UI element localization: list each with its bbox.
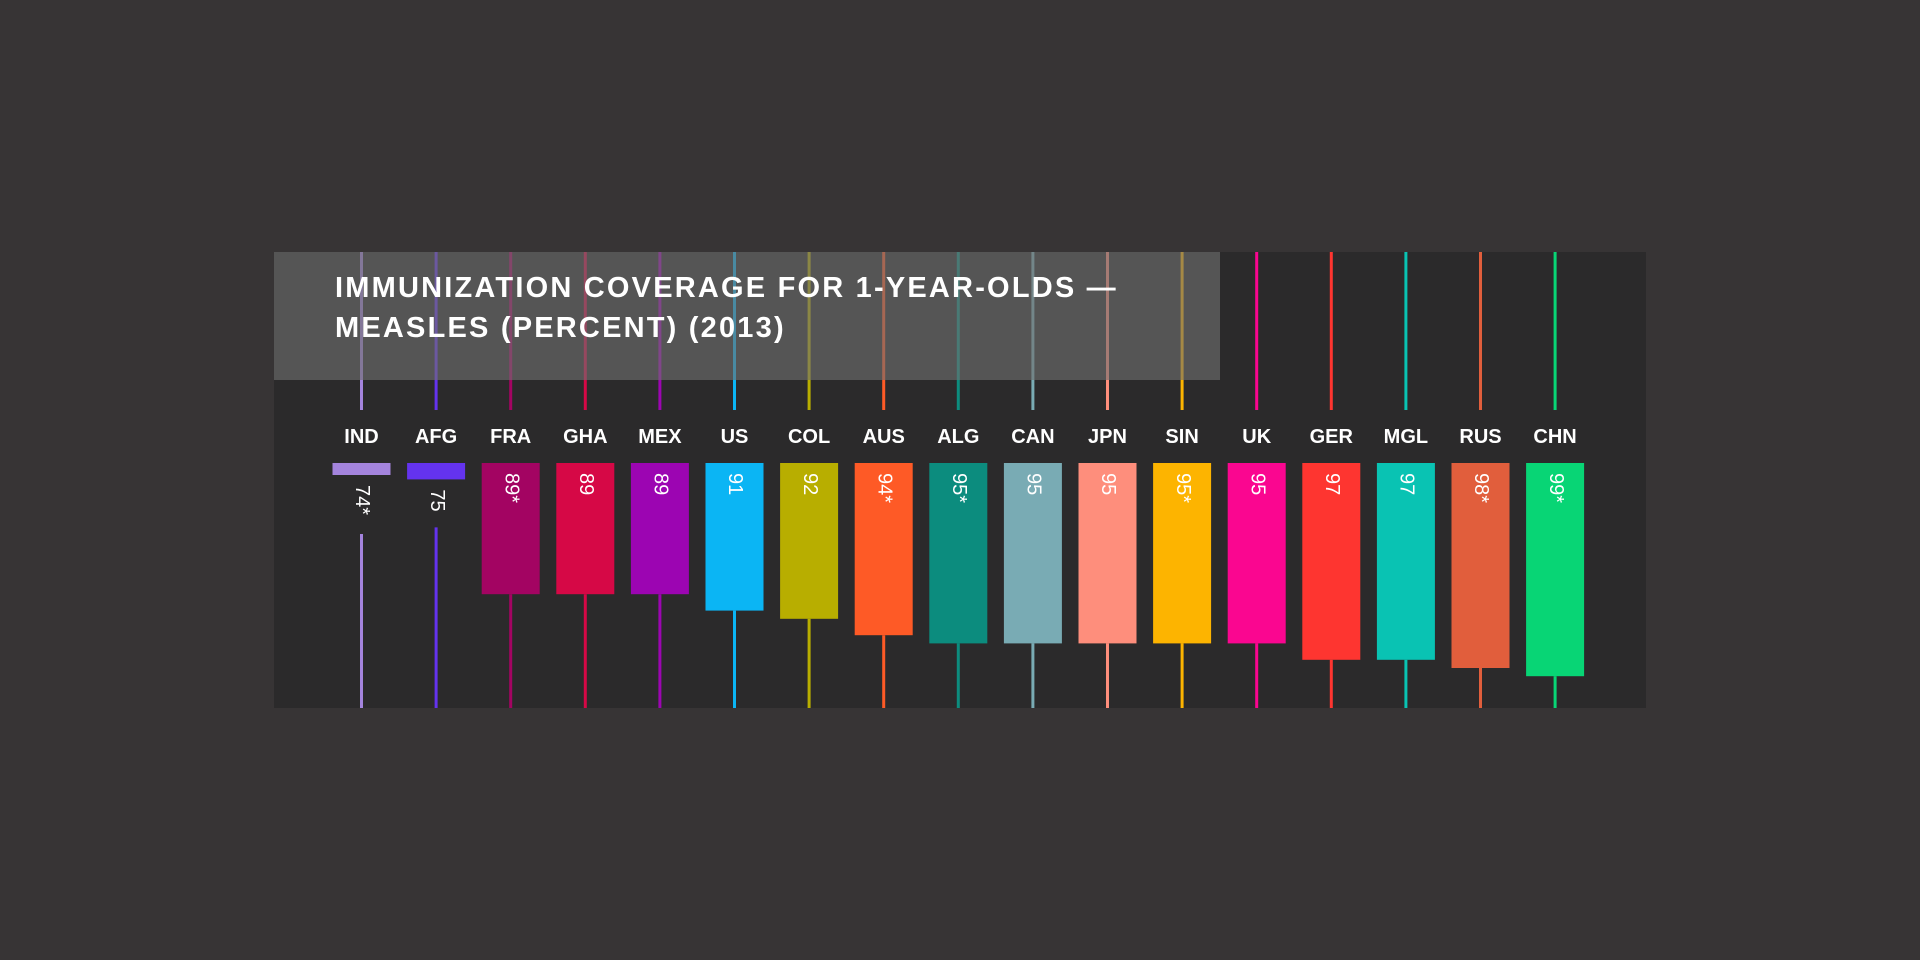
- bar: [1003, 463, 1062, 644]
- value-label: 89: [575, 473, 597, 495]
- bar-group-uk: UK 95: [1227, 252, 1286, 708]
- category-label: US: [721, 426, 749, 448]
- chart-title: IMMUNIZATION COVERAGE FOR 1-YEAR-OLDS — …: [335, 272, 1118, 344]
- bar-group-fra: FRA 89*: [481, 252, 540, 708]
- bar-group-ger: GER 97: [1302, 252, 1361, 708]
- value-label: 89: [650, 473, 672, 495]
- category-label: ALG: [937, 426, 979, 448]
- value-label: 98*: [1470, 473, 1492, 503]
- bar: [556, 463, 615, 595]
- category-label: UK: [1242, 426, 1271, 448]
- bar: [1526, 463, 1585, 677]
- value-label: 99*: [1545, 473, 1567, 503]
- value-label: 94*: [873, 473, 895, 503]
- bar: [705, 463, 764, 611]
- value-label: 95*: [1172, 473, 1194, 503]
- category-label: MGL: [1384, 426, 1428, 448]
- bar: [481, 463, 540, 595]
- value-label: 97: [1396, 473, 1418, 495]
- value-label: 74*: [351, 485, 373, 515]
- category-label: AFG: [415, 426, 457, 448]
- bar: [332, 463, 391, 475]
- category-label: MEX: [638, 426, 682, 448]
- category-label: GHA: [563, 426, 607, 448]
- category-label: JPN: [1088, 426, 1127, 448]
- value-label: 92: [799, 473, 821, 495]
- bar: [854, 463, 913, 636]
- title-box: IMMUNIZATION COVERAGE FOR 1-YEAR-OLDS — …: [274, 252, 1220, 380]
- value-label: 95: [1023, 473, 1045, 495]
- category-label: IND: [344, 426, 378, 448]
- bar: [1302, 463, 1361, 660]
- value-label: 97: [1321, 473, 1343, 495]
- value-label: 75: [426, 489, 448, 511]
- bar-group-jpn: JPN 95: [1078, 252, 1137, 708]
- category-label: FRA: [490, 426, 531, 448]
- category-label: CHN: [1533, 426, 1576, 448]
- bar: [1451, 463, 1510, 668]
- bar: [407, 463, 466, 480]
- category-label: RUS: [1459, 426, 1501, 448]
- bar-group-us: US 91: [705, 252, 764, 708]
- bar-group-mex: MEX 89: [630, 252, 689, 708]
- bar-group-mgl: MGL 97: [1376, 252, 1435, 708]
- bar-group-chn: CHN 99*: [1526, 252, 1585, 708]
- bar-group-col: COL 92: [780, 252, 839, 708]
- bar-group-sin: SIN 95*: [1153, 252, 1212, 708]
- value-label: 95*: [948, 473, 970, 503]
- value-label: 91: [724, 473, 746, 495]
- value-label: 95: [1246, 473, 1268, 495]
- chart-panel: IND 74* AFG 75 FRA 89* GHA 89 MEX 89 US 91 COL 92 AUS 9…: [274, 252, 1646, 708]
- category-label: AUS: [863, 426, 905, 448]
- bar: [780, 463, 839, 619]
- category-label: GER: [1310, 426, 1354, 448]
- bar-group-ind: IND 74*: [332, 252, 391, 708]
- category-label: CAN: [1011, 426, 1054, 448]
- bar: [1153, 463, 1212, 644]
- bar: [929, 463, 988, 644]
- category-label: COL: [788, 426, 830, 448]
- bar: [1227, 463, 1286, 644]
- category-label: SIN: [1165, 426, 1198, 448]
- value-label: 89*: [500, 473, 522, 503]
- bar: [1376, 463, 1435, 660]
- bar: [1078, 463, 1137, 644]
- value-label: 95: [1097, 473, 1119, 495]
- bar-group-rus: RUS 98*: [1451, 252, 1510, 708]
- bar: [630, 463, 689, 595]
- bar-group-afg: AFG 75: [407, 252, 466, 708]
